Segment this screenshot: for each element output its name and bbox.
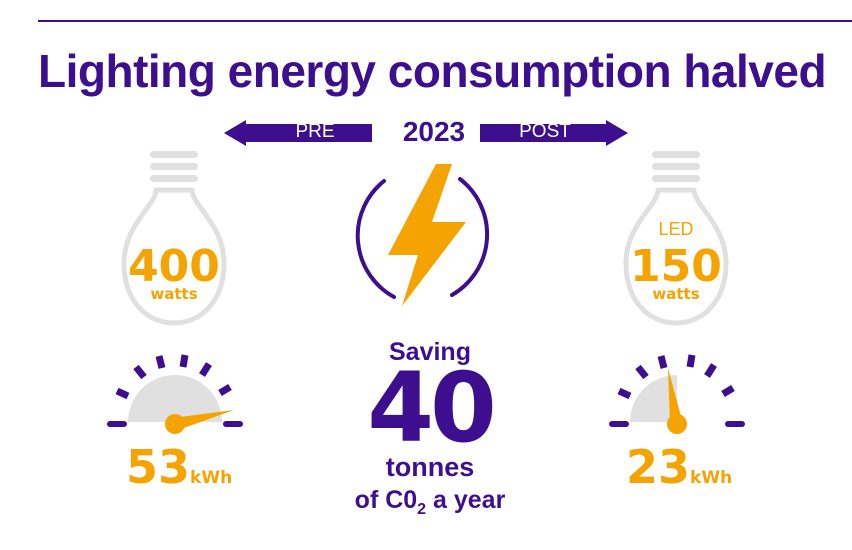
left-meter-value: 53 bbox=[126, 440, 191, 494]
co2-subscript: 2 bbox=[417, 501, 427, 518]
left-bulb-value: 400 bbox=[128, 241, 220, 292]
right-meter-reading: 23kWh bbox=[626, 444, 732, 490]
right-bulb-type: LED bbox=[658, 219, 694, 239]
gauge-icon bbox=[609, 354, 745, 434]
right-meter-unit: kWh bbox=[690, 468, 733, 488]
saving-suffix-post: a year bbox=[426, 486, 506, 514]
saving-unit: tonnes bbox=[385, 452, 475, 482]
top-rule bbox=[38, 20, 852, 22]
year-label: 2023 bbox=[402, 116, 466, 147]
arrow-left-icon bbox=[224, 120, 372, 146]
saving-value: 40 bbox=[367, 352, 497, 464]
pre-label: PRE bbox=[295, 121, 335, 142]
left-meter-reading: 53kWh bbox=[126, 444, 232, 490]
left-meter-unit: kWh bbox=[190, 468, 233, 488]
lightning-bolt-icon bbox=[355, 164, 490, 306]
saving-suffix: of C02 a year bbox=[300, 486, 560, 519]
gauge-icon bbox=[107, 354, 243, 434]
left-bulb-unit: watts bbox=[150, 285, 198, 303]
page-title: Lighting energy consumption halved bbox=[38, 45, 827, 97]
arrow-right-icon bbox=[480, 120, 628, 146]
light-bulb-icon bbox=[121, 151, 227, 326]
right-bulb-value: 150 bbox=[630, 241, 722, 292]
right-meter-value: 23 bbox=[626, 440, 691, 494]
right-bulb-unit: watts bbox=[652, 285, 700, 303]
post-label: POST bbox=[519, 121, 571, 142]
saving-suffix-pre: of C0 bbox=[354, 486, 418, 514]
light-bulb-icon bbox=[623, 151, 729, 326]
saving-label: Saving bbox=[389, 338, 471, 366]
